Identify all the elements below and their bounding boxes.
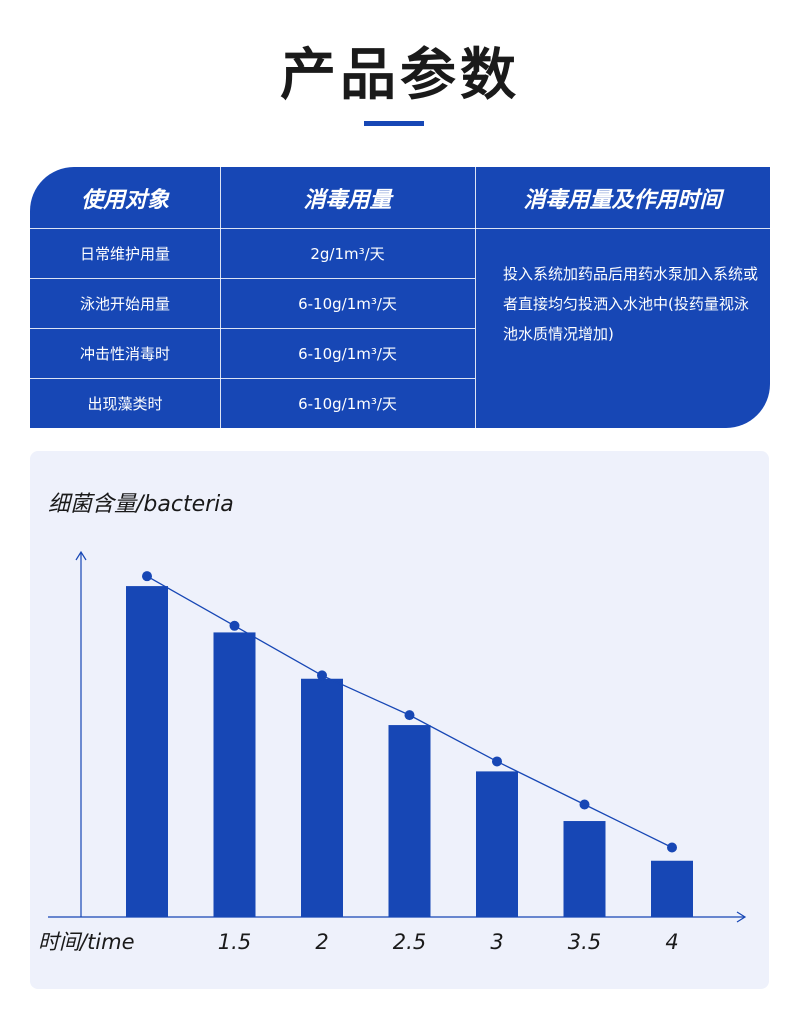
table-header-dosage: 消毒用量	[303, 187, 392, 213]
x-tick-label: 1.5	[218, 930, 251, 954]
table-cell-dosage: 2g/1m³/天	[310, 244, 385, 263]
x-tick-label: 3	[490, 930, 503, 954]
table-cell-dosage: 6-10g/1m³/天	[298, 294, 397, 313]
table-cell-target: 冲击性消毒时	[79, 344, 170, 363]
table-description: 投入系统加药品后用药水泵加入系统或者直接均匀投洒入水池中(投药量视泳池水质情况增…	[503, 265, 759, 343]
bar	[388, 725, 431, 917]
trend-point	[404, 710, 415, 721]
table-divider	[475, 167, 476, 428]
bar	[213, 632, 256, 917]
bar	[476, 771, 518, 917]
table-cell-target: 日常维护用量	[79, 244, 170, 263]
table-header-target: 使用对象	[80, 187, 169, 213]
trend-point	[492, 756, 502, 767]
table-divider	[30, 378, 475, 379]
y-axis-arrow-icon	[75, 550, 87, 561]
bar	[651, 860, 693, 917]
bar	[563, 821, 606, 917]
trend-point	[667, 842, 677, 853]
x-tick-label: 2.5	[393, 930, 426, 954]
x-tick-label: 2	[315, 930, 328, 954]
x-axis-label: 时间/time	[38, 930, 135, 954]
page-title: 产品参数	[280, 43, 520, 108]
x-tick-label: 4	[665, 930, 678, 954]
table-divider	[30, 278, 475, 279]
trend-point	[229, 620, 240, 631]
table-cell-dosage: 6-10g/1m³/天	[298, 344, 397, 363]
x-axis-arrow-icon	[736, 911, 747, 923]
table-divider	[30, 228, 770, 229]
table-header-dosage-time: 消毒用量及作用时间	[523, 187, 722, 213]
table-cell-dosage: 6-10g/1m³/天	[298, 394, 397, 413]
bar	[301, 678, 343, 917]
table-divider	[220, 167, 221, 428]
table-cell-target: 泳池开始用量	[79, 294, 170, 313]
parameter-table: 使用对象 消毒用量 消毒用量及作用时间 日常维护用量 2g/1m³/天 泳池开始…	[30, 167, 770, 428]
bar	[126, 586, 168, 917]
trend-point	[579, 799, 590, 810]
trend-point	[142, 571, 152, 582]
x-tick-label: 3.5	[568, 930, 601, 954]
title-underline	[364, 121, 424, 126]
trend-point	[317, 670, 327, 681]
chart-title: 细菌含量/bacteria	[48, 492, 234, 517]
table-divider	[30, 328, 475, 329]
table-cell-target: 出现藻类时	[87, 394, 163, 413]
